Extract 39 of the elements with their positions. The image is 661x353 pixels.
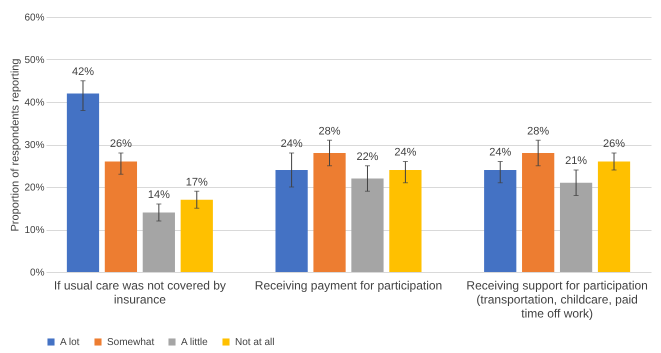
bar [275,170,308,272]
text: 22% [356,150,378,163]
x-tick-label: If usual care was not covered by insurance [54,278,226,306]
y-tick-label: 20% [24,182,45,194]
bar [389,170,422,272]
text: 42% [72,66,94,78]
x-tick-label: Receiving payment for participation [254,278,442,292]
bar [560,182,592,272]
legend-label: Not at all [235,337,274,348]
bar [180,200,213,272]
y-axis-title: Proportion of respondents reporting [9,58,22,232]
text: 21% [565,155,588,167]
bar [522,153,554,272]
y-tick-label: 30% [24,140,45,151]
text: 14% [148,189,170,201]
y-tick-label: 10% [24,225,45,236]
legend-label: A lot [60,337,80,348]
y-tick-label: 60% [24,12,45,24]
bar [598,162,630,272]
text: 24% [280,138,303,150]
text: 17% [186,176,208,188]
y-tick-label: 40% [24,98,45,108]
text: 24% [489,146,512,158]
bar [313,153,346,272]
legend-label: A little [181,337,208,348]
bar [351,178,384,272]
text: 28% [318,125,341,138]
text: 28% [527,125,550,138]
bar [142,212,175,272]
y-tick-label: 50% [24,55,45,66]
text: 26% [603,138,626,150]
text: 26% [110,138,132,150]
bar [104,162,138,272]
y-tick-label: 0% [30,268,45,278]
x-tick-label: Receiving support for participation (transportation, childcare, paid time off work) [466,278,648,320]
bar [66,94,100,272]
legend-label: Somewhat [107,337,154,348]
bar [484,170,516,272]
text: 24% [394,146,416,158]
